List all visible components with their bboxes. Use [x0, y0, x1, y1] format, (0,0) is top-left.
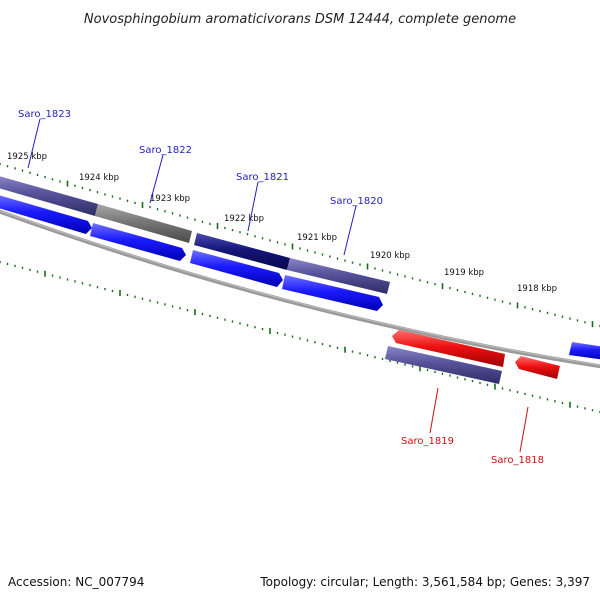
kbp-label: 1922 kbp: [224, 214, 264, 224]
forward-cds-arrow[interactable]: [90, 223, 186, 261]
forward-cds-arrow[interactable]: [0, 194, 92, 234]
gene-labels: Saro_1823 Saro_1822 Saro_1821 Saro_1820 …: [18, 109, 544, 466]
tick-track-inner: [0, 260, 600, 414]
leader-saro-1818: [519, 406, 529, 453]
accession-text: Accession: NC_007794: [8, 575, 144, 589]
kbp-label: 1919 kbp: [444, 268, 484, 278]
gene-label-saro-1819[interactable]: Saro_1819: [401, 436, 454, 447]
gene-label-saro-1818[interactable]: Saro_1818: [491, 455, 544, 466]
kbp-label: 1918 kbp: [517, 284, 557, 294]
leader-saro-1823: [27, 118, 41, 169]
kbp-label: 1920 kbp: [370, 251, 410, 261]
kbp-label: 1925 kbp: [7, 152, 47, 162]
reverse-cds-track: [392, 330, 560, 379]
gene-track-lower: [385, 346, 502, 384]
kbp-label: 1924 kbp: [79, 173, 119, 183]
forward-cds-track: [0, 194, 600, 360]
forward-cds-arrow[interactable]: [282, 275, 383, 311]
kbp-label: 1921 kbp: [297, 233, 337, 243]
reverse-cds-arrow[interactable]: [515, 356, 560, 379]
genome-summary-text: Topology: circular; Length: 3,561,584 bp…: [259, 575, 590, 589]
gene-label-saro-1822[interactable]: Saro_1822: [139, 145, 192, 156]
gene-bar-saro-1821[interactable]: [194, 233, 290, 270]
gene-label-saro-1820[interactable]: Saro_1820: [330, 196, 383, 207]
map-title: Novosphingobium aromaticivorans DSM 1244…: [84, 12, 516, 27]
gene-label-saro-1821[interactable]: Saro_1821: [236, 172, 289, 183]
leader-saro-1822: [149, 154, 164, 204]
gene-track-upper: [0, 175, 390, 294]
gene-bar-saro-1819[interactable]: [385, 346, 502, 384]
forward-cds-arrow[interactable]: [190, 250, 283, 287]
genome-backbone: [0, 209, 600, 369]
gene-bar-saro-1820[interactable]: [287, 258, 390, 294]
kbp-scale: 1925 kbp 1924 kbp 1923 kbp 1922 kbp 1921…: [7, 152, 557, 294]
forward-cds-arrow[interactable]: [569, 342, 600, 360]
gene-label-saro-1823[interactable]: Saro_1823: [18, 109, 71, 120]
kbp-label: 1923 kbp: [150, 194, 190, 204]
leader-saro-1820: [343, 205, 357, 256]
tick-track-outer: [0, 162, 600, 328]
gene-leaders: [27, 118, 529, 453]
genome-backbone-highlight: [0, 210, 600, 366]
gene-bar-saro-1822[interactable]: [95, 204, 192, 243]
leader-saro-1819: [429, 387, 439, 434]
gene-bar-saro-1823[interactable]: [0, 175, 98, 216]
reverse-cds-arrow[interactable]: [392, 330, 505, 367]
leader-saro-1821: [247, 181, 259, 232]
